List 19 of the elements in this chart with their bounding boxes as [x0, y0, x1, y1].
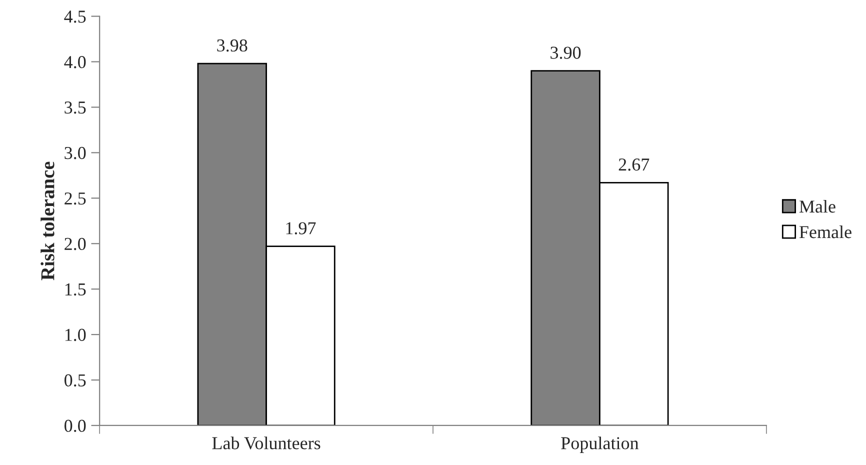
data-label: 3.90	[550, 46, 581, 59]
y-axis-title: Risk tolerance	[40, 162, 54, 280]
x-tick-label: Population	[561, 436, 639, 453]
y-tick-label: 2.5	[64, 192, 86, 205]
data-label: 1.97	[286, 222, 316, 234]
y-tick-label: 4.5	[64, 10, 86, 23]
y-tick-label: 0.5	[64, 374, 86, 387]
x-tick-label: Lab Volunteers	[212, 436, 320, 450]
y-tick-label: 3.0	[64, 146, 86, 160]
y-tick-label: 2.0	[64, 238, 86, 250]
y-tick-label: 1.5	[65, 283, 86, 296]
y-tick-label: 0.0	[64, 420, 86, 432]
legend-label: Male	[799, 200, 836, 213]
legend-label: Female	[799, 226, 852, 238]
y-tick-label: 4.0	[64, 56, 86, 68]
data-label: 2.67	[618, 158, 650, 171]
y-tick-label: 3.5	[64, 102, 86, 114]
y-tick-label: 1.0	[65, 328, 86, 342]
data-label: 3.98	[217, 39, 248, 52]
